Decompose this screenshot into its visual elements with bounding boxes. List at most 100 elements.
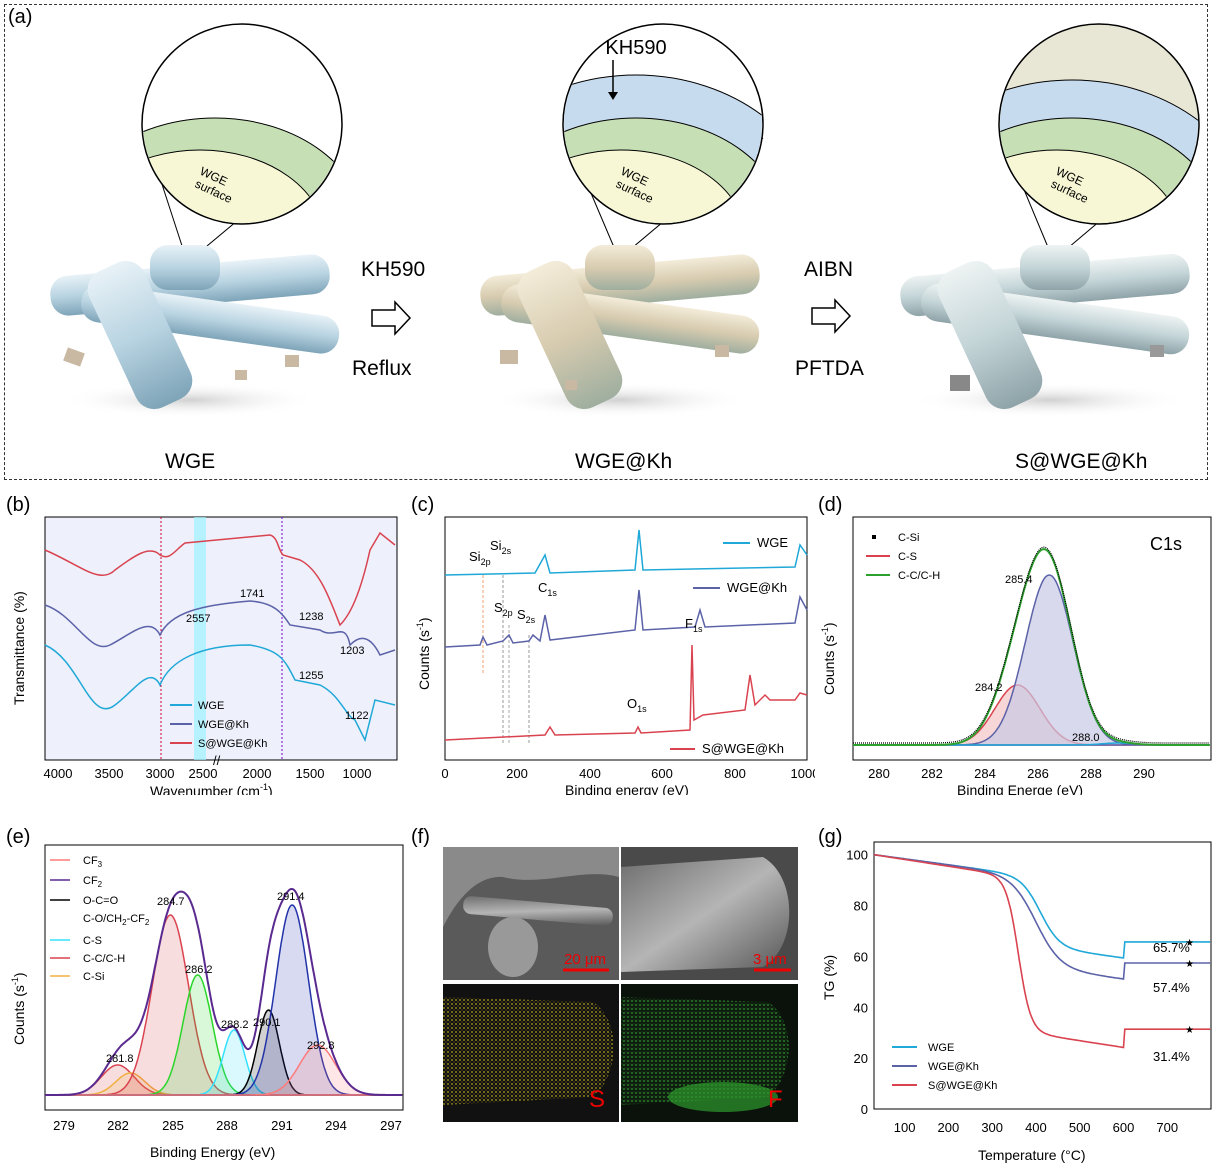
xtick-g-5: 600 [1113, 1120, 1135, 1135]
chart-d: C1s 285.4 284.2 288.0 C-Si C-S C-C/C-H 2… [820, 516, 1212, 795]
callout-wgekh: KH590 WGE surface [562, 23, 764, 262]
ylabel-c: Counts (s-1) [415, 617, 432, 690]
legend-e-co: C-O/CH2-CF2 [83, 913, 150, 927]
annot-b-1203: 1203 [340, 645, 364, 657]
xtick-c-5: 1000 [791, 766, 815, 781]
scale-bar-label-1: 20 μm [564, 951, 606, 968]
peak-e-2928: 292.8 [307, 1040, 335, 1052]
xtick-d-5: 290 [1133, 766, 1155, 781]
peak-c-s2p: S2p [494, 600, 513, 618]
residue-labels-g: 65.7% 57.4% 31.4% [1153, 940, 1190, 1064]
scale-bar-label-2: 3 μm [753, 951, 787, 968]
peak-e-2818: 281.8 [106, 1053, 134, 1065]
peak-d-2842: 284.2 [975, 682, 1003, 694]
peak-e-2847: 284.7 [157, 896, 185, 908]
fiber-bundle-swgekh [900, 245, 1190, 418]
chart-b: 1741 2557 1238 1203 1255 1122 WGE WGE@Kh… [11, 516, 398, 795]
series-line-c-wge [444, 529, 808, 576]
peak-labels-e: 284.7 291.4 286.2 288.2 290.1 281.8 292.… [106, 891, 335, 1065]
xtick-c-1: 200 [506, 766, 528, 781]
series-line-c-wgekh [444, 589, 808, 648]
xtick-g-3: 400 [1025, 1120, 1047, 1135]
raw-d [853, 546, 1210, 744]
peak-c-f1s: F1s [685, 616, 703, 634]
callout-swgekh: WGE surface [998, 23, 1200, 262]
step1-bottom-label: Reflux [352, 357, 412, 380]
xtick-b-5: 1500 [296, 766, 325, 781]
ylabel-g: TG (%) [821, 955, 837, 1000]
legend-e-cs: C-S [83, 935, 102, 947]
plot-area-c [444, 516, 808, 761]
envelope-d [853, 548, 1210, 746]
ylabel-e: Counts (s-1) [10, 972, 27, 1045]
xtick-d-4: 288 [1080, 766, 1102, 781]
peak-e-2901: 290.1 [253, 1017, 281, 1029]
peak-e-2882: 288.2 [221, 1019, 249, 1031]
series-line-g-2 [873, 853, 1211, 1049]
legend-g: WGE WGE@Kh S@WGE@Kh [892, 1042, 997, 1092]
ytick-g-3: 60 [854, 949, 868, 964]
peak-labels-c: Si2p Si2s S2p S2s C1s F1s O1s [469, 538, 703, 714]
annot-b-1255: 1255 [299, 670, 323, 682]
legend-e-cf2: CF2 [83, 875, 103, 889]
xticks-c: 0 200 400 600 800 1000 [441, 766, 815, 781]
series-g: ★ ★ ★ [873, 853, 1211, 1049]
xtick-e-2: 285 [162, 1118, 184, 1133]
ytick-g-0: 0 [861, 1102, 868, 1117]
callout-agent-label: KH590 [605, 37, 666, 59]
map-label-f: F [768, 1086, 783, 1113]
peak-c-o1s: O1s [627, 696, 647, 714]
annot-b-1122: 1122 [345, 710, 369, 722]
step2-top-label: AIBN [804, 258, 854, 281]
step2-bottom-label: PFTDA [795, 357, 864, 380]
legend-e-cc: C-C/C-H [83, 953, 125, 965]
xlabel-d: Binding Energe (eV) [957, 782, 1083, 795]
xtick-b-2: 3000 [146, 766, 175, 781]
ylabel-d: Counts (s-1) [820, 622, 837, 695]
xtick-c-0: 0 [441, 766, 448, 781]
xtick-g-2: 300 [981, 1120, 1003, 1135]
xticks-g: 100 200 300 400 500 600 700 [894, 1120, 1178, 1135]
panel-label-b: (b) [6, 494, 31, 516]
stage-wgekh-label: WGE@Kh [575, 450, 673, 473]
series-line-c-swgekh [444, 644, 808, 741]
legend-c-swgekh: S@WGE@Kh [702, 741, 784, 756]
cyan-band-b [194, 517, 206, 760]
panel-label-c: (c) [411, 494, 435, 516]
xlabel-g: Temperature (°C) [978, 1147, 1086, 1163]
xticks-d: 280 282 284 286 288 290 [868, 766, 1155, 781]
legend-d-cs: C-S [898, 551, 917, 563]
annot-b-2557: 2557 [186, 613, 210, 625]
legend-e-csi: C-Si [83, 971, 104, 983]
yticks-g: 0 20 40 60 80 100 [846, 848, 868, 1117]
xlabel-c: Binding energy (eV) [565, 782, 689, 795]
panel-label-d: (d) [818, 494, 843, 516]
series-line-g-1 [873, 853, 1211, 980]
fiber-bundle-wge [50, 245, 340, 418]
xtick-g-4: 500 [1069, 1120, 1091, 1135]
xtick-e-0: 279 [53, 1118, 75, 1133]
series-line-b-wgekh [44, 600, 396, 656]
panel-label-a: (a) [8, 6, 33, 28]
annot-b-1741: 1741 [240, 588, 264, 600]
xtick-d-0: 280 [868, 766, 890, 781]
xtick-c-3: 600 [651, 766, 673, 781]
xtick-e-1: 282 [107, 1118, 129, 1133]
xtick-c-4: 800 [724, 766, 746, 781]
residue-g-wge: 65.7% [1153, 940, 1190, 955]
xtick-g-0: 100 [894, 1120, 916, 1135]
xtick-e-4: 291 [271, 1118, 293, 1133]
chart-g: ★ ★ ★ 100 200 300 400 500 600 700 0 20 40 60 80 100 6… [821, 841, 1212, 1163]
plot-area-e [44, 844, 404, 1111]
envelope-e [45, 888, 403, 1096]
series-line-b-swgekh [44, 531, 396, 627]
stage-swgekh-label: S@WGE@Kh [1015, 450, 1148, 473]
stage-wge-label: WGE [165, 450, 216, 473]
panel-label-f: (f) [411, 826, 430, 848]
axis-break-b: // [213, 753, 221, 768]
legend-e-cf3: CF3 [83, 855, 103, 869]
xtick-g-1: 200 [938, 1120, 960, 1135]
legend-b: WGE WGE@Kh S@WGE@Kh [170, 700, 267, 750]
peak-e-2914: 291.4 [277, 891, 305, 903]
panel-label-g: (g) [818, 826, 843, 848]
